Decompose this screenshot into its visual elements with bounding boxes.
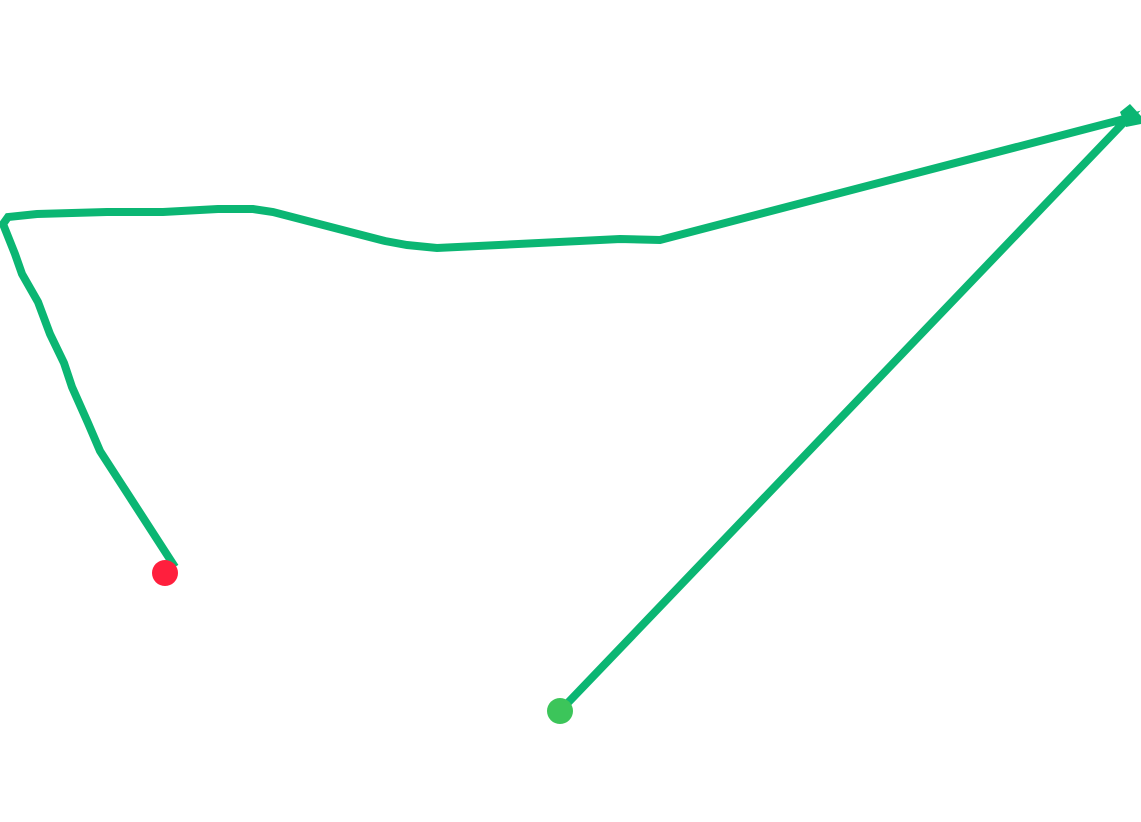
route-end-marker: [152, 560, 178, 586]
route-turn-tip: [1120, 104, 1141, 127]
route-start-marker: [547, 698, 573, 724]
route-path: [0, 110, 1141, 714]
